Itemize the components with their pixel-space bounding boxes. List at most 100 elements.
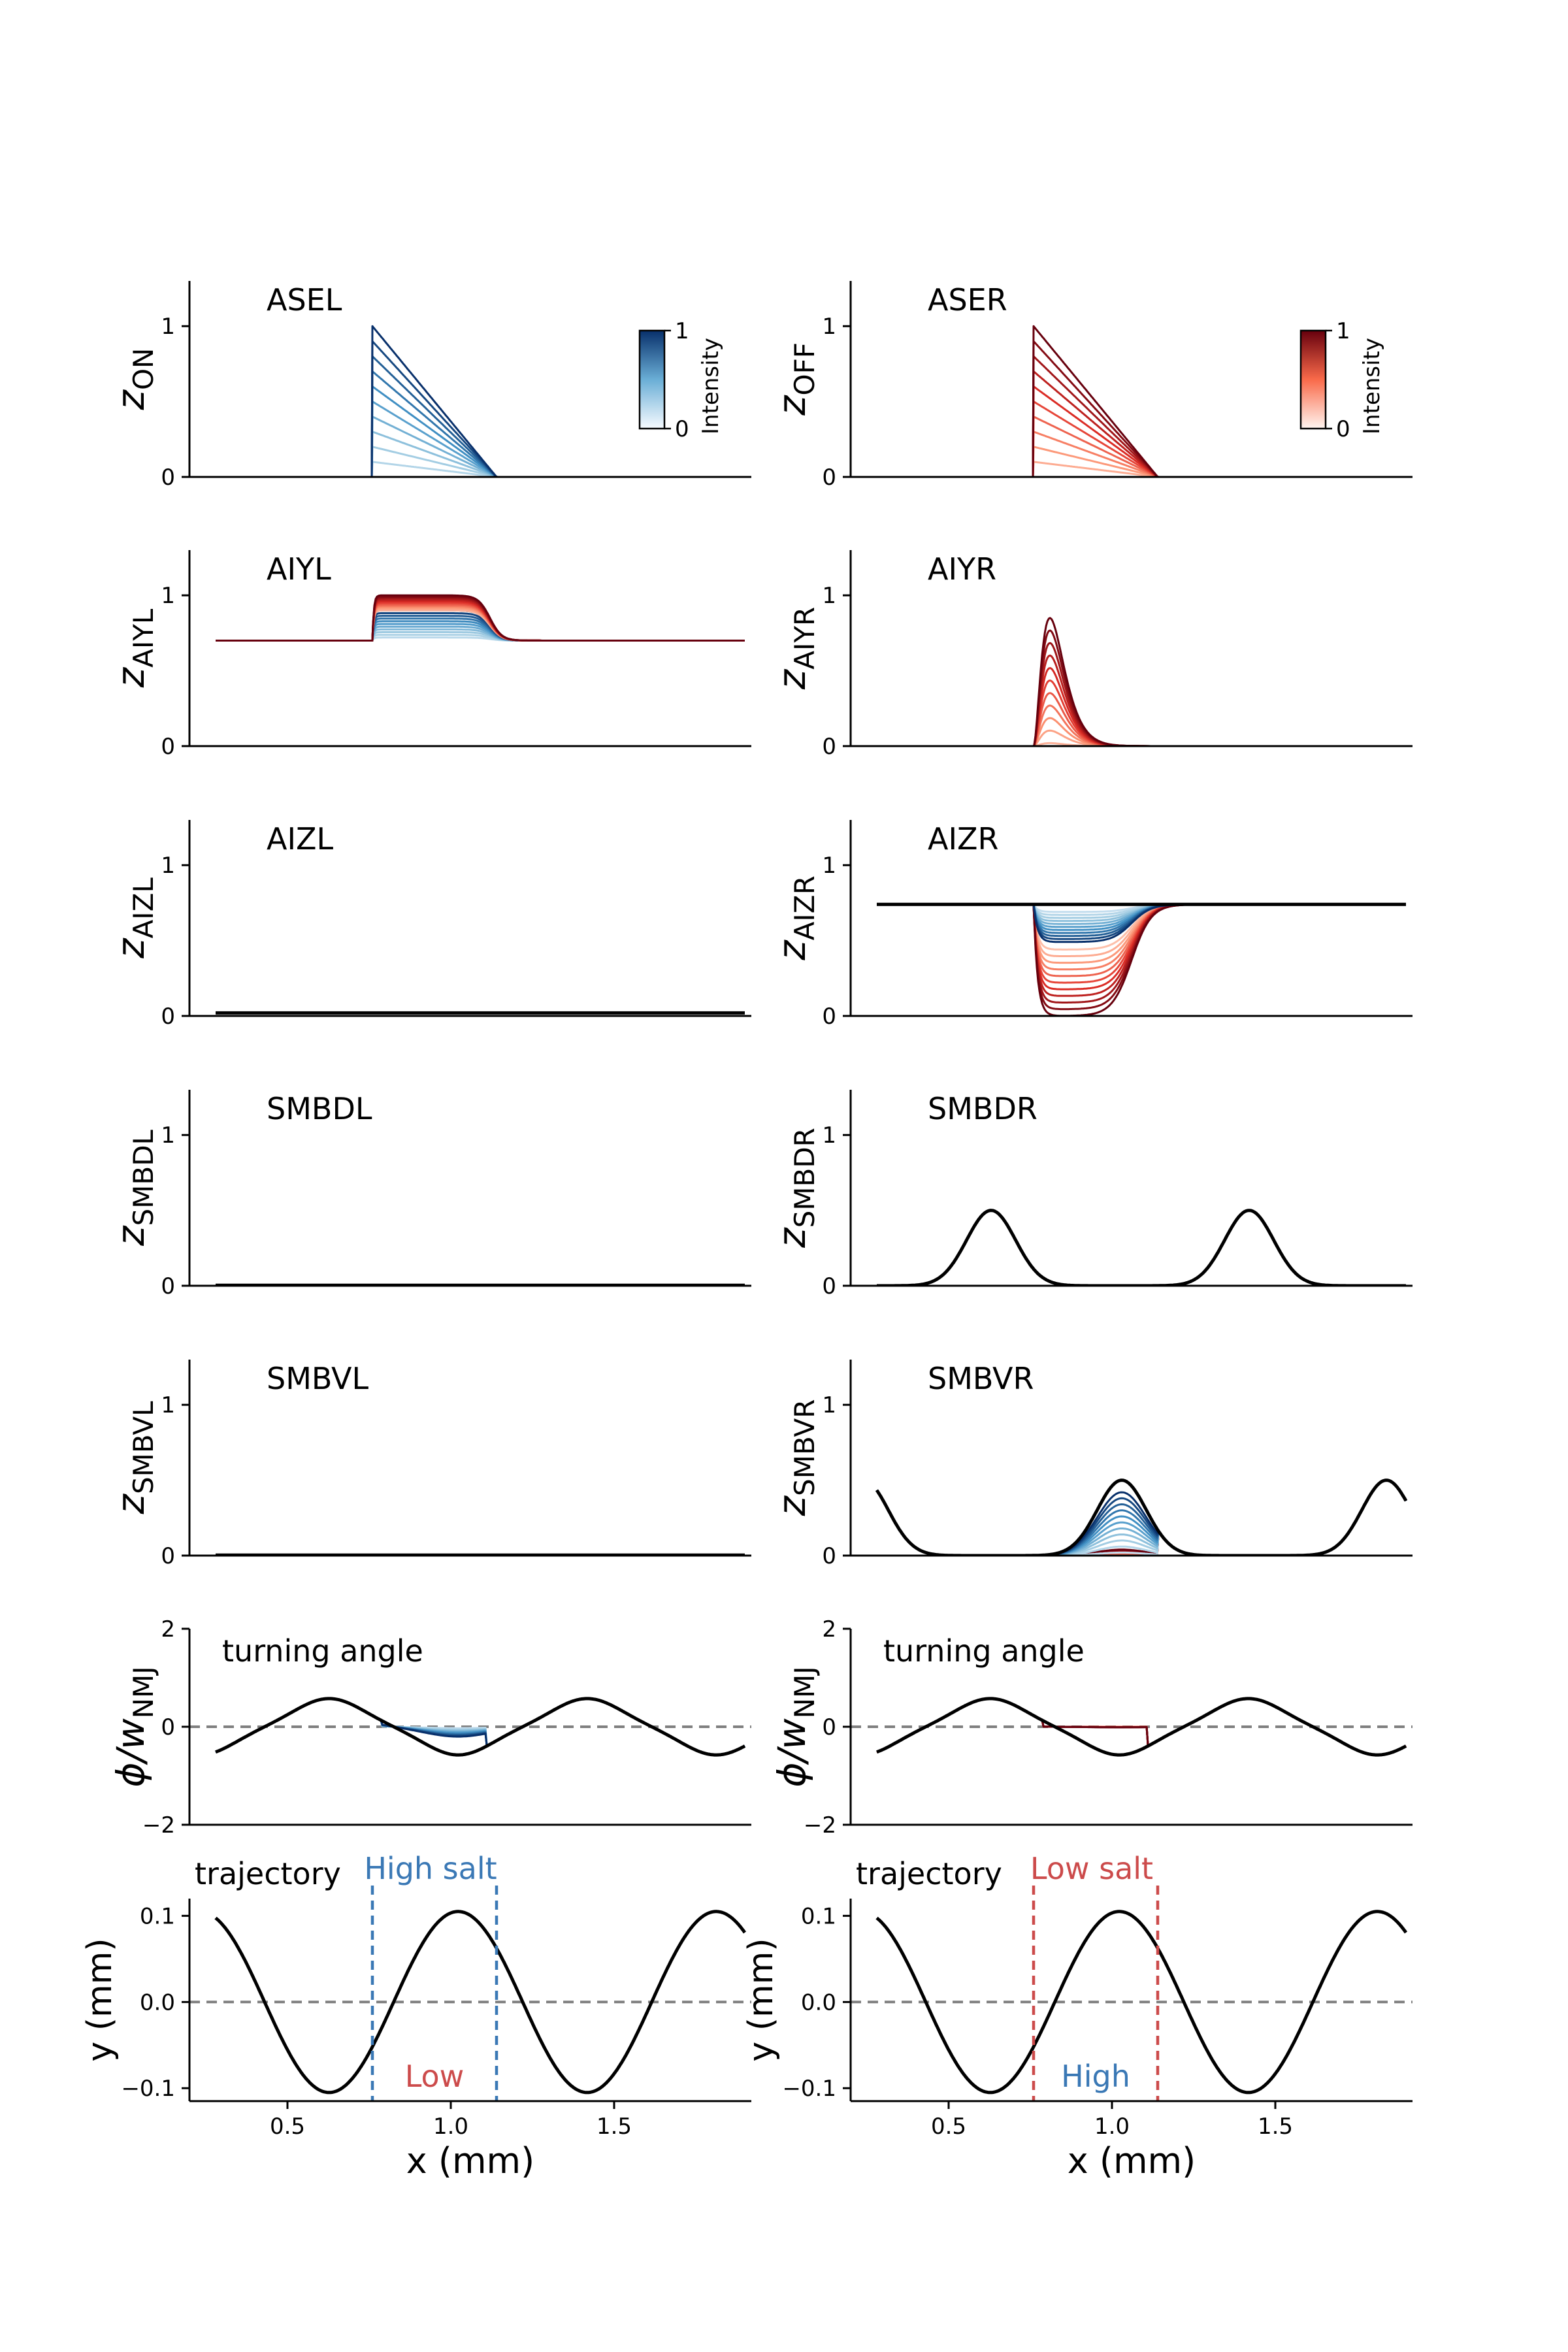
x-tick-label: 0.5 xyxy=(270,2114,305,2140)
y-tick-label: 1 xyxy=(161,1122,175,1149)
series-line xyxy=(877,340,1406,477)
y-tick-label: 1 xyxy=(822,1122,836,1149)
y-tick-label: 2 xyxy=(161,1616,175,1642)
colorbar-gradient xyxy=(638,329,666,430)
series-group xyxy=(877,325,1406,477)
series-line xyxy=(214,1910,747,2095)
x-axis-label: x (mm) xyxy=(406,2140,534,2181)
x-tick-label: 1.5 xyxy=(596,2114,632,2140)
y-tick-label: 1 xyxy=(822,583,836,609)
colorbar-label: Intensity xyxy=(1359,338,1385,434)
y-tick-label: 0 xyxy=(161,1543,175,1569)
panel-title: trajectory xyxy=(856,1856,1002,1891)
y-tick-label: −0.1 xyxy=(782,2076,836,2102)
series-line xyxy=(216,446,745,477)
series-line xyxy=(877,654,1406,746)
series-group xyxy=(215,1697,746,1757)
series-line xyxy=(216,385,745,477)
y-axis-label: zAIYR xyxy=(770,607,821,690)
y-axis-label: zSMBVR xyxy=(770,1399,821,1517)
y-axis-label: ϕ/wNMJ xyxy=(770,1666,821,1787)
panel-smbvr: 0 1 SMBVR zSMBVR xyxy=(770,1360,1413,1569)
panel-title: ASEL xyxy=(267,282,342,318)
series-line xyxy=(216,370,745,477)
panel-smbdl: 0 1 SMBDL zSMBDL xyxy=(108,1090,751,1299)
colorbar-tick-label: 0 xyxy=(1336,416,1350,442)
series-line xyxy=(877,729,1406,746)
series-line xyxy=(877,385,1406,477)
outside-label: Low xyxy=(405,2059,465,2094)
series-line xyxy=(877,642,1406,746)
y-tick-label: 0 xyxy=(822,1714,836,1740)
panel-title: SMBDL xyxy=(267,1091,372,1126)
panel-angle_l: −2 0 2 turning angle ϕ/wNMJ xyxy=(108,1616,751,1838)
series-group xyxy=(876,1209,1407,1286)
panel-traj_r: −0.1 0.0 0.1 0.5 1.0 1.5 x (mm) trajectory y (mm… xyxy=(742,1851,1413,2181)
series-line xyxy=(216,355,745,477)
y-axis-label: zSMBDL xyxy=(108,1129,159,1247)
y-tick-label: −2 xyxy=(804,1812,836,1838)
series-group xyxy=(877,617,1406,746)
series-line xyxy=(216,400,745,477)
series-line xyxy=(877,355,1406,477)
series-line xyxy=(216,461,745,477)
y-tick-label: 1 xyxy=(161,314,175,340)
y-axis-label: y (mm) xyxy=(80,1938,120,2061)
y-axis-label: zOFF xyxy=(770,342,821,416)
series-line xyxy=(216,416,745,477)
y-tick-label: 2 xyxy=(822,1616,836,1642)
colorbar-gradient xyxy=(1299,329,1327,430)
series-line xyxy=(216,431,745,477)
series-line xyxy=(877,461,1406,477)
panel-title: turning angle xyxy=(222,1633,423,1669)
y-tick-label: 0.0 xyxy=(140,1989,175,2016)
series-line xyxy=(216,594,745,642)
series-group xyxy=(876,902,1407,1016)
series-line xyxy=(875,1478,1408,1556)
series-line xyxy=(877,431,1406,477)
series-line xyxy=(877,704,1406,746)
y-tick-label: 0 xyxy=(161,1714,175,1740)
y-tick-label: 1 xyxy=(822,1392,836,1418)
panel-smbvl: 0 1 SMBVL zSMBVL xyxy=(108,1360,751,1569)
x-tick-label: 1.0 xyxy=(1094,2114,1130,2140)
series-group xyxy=(214,1910,747,2095)
y-axis-label: zON xyxy=(108,348,159,411)
colorbar-tick-label: 1 xyxy=(1336,318,1350,344)
zone-label: High salt xyxy=(364,1851,497,1886)
series-group xyxy=(875,1478,1408,1556)
y-tick-label: 1 xyxy=(161,583,175,609)
series-line xyxy=(876,1209,1407,1286)
colorbar-tick-label: 1 xyxy=(675,318,689,344)
outside-label: High xyxy=(1061,2059,1130,2094)
x-tick-label: 0.5 xyxy=(931,2114,966,2140)
series-group xyxy=(216,325,745,477)
series-line xyxy=(216,325,745,477)
series-line xyxy=(877,717,1406,746)
colorbar-tick-label: 0 xyxy=(675,416,689,442)
series-line xyxy=(877,446,1406,477)
panel-smbdr: 0 1 SMBDR zSMBDR xyxy=(770,1090,1413,1299)
y-tick-label: 0 xyxy=(822,1543,836,1569)
x-axis-label: x (mm) xyxy=(1068,2140,1196,2181)
x-tick-label: 1.0 xyxy=(433,2114,468,2140)
y-tick-label: 0 xyxy=(161,1004,175,1030)
series-line xyxy=(877,617,1406,746)
series-line xyxy=(877,400,1406,477)
panel-title: AIZR xyxy=(928,821,999,857)
y-axis-label: zSMBDR xyxy=(770,1128,821,1249)
y-tick-label: 0 xyxy=(822,465,836,491)
series-line xyxy=(875,1910,1408,2095)
y-axis-label: zAIYL xyxy=(108,608,159,688)
panel-title: AIZL xyxy=(267,821,334,857)
panel-title: AIYR xyxy=(928,551,996,587)
colorbar-label: Intensity xyxy=(698,338,724,434)
series-group xyxy=(216,594,745,642)
panel-aiyl: 0 1 AIYL zAIYL xyxy=(108,550,751,760)
panel-title: turning angle xyxy=(883,1633,1085,1669)
series-line xyxy=(215,1697,746,1757)
panel-aiyr: 0 1 AIYR zAIYR xyxy=(770,550,1413,760)
